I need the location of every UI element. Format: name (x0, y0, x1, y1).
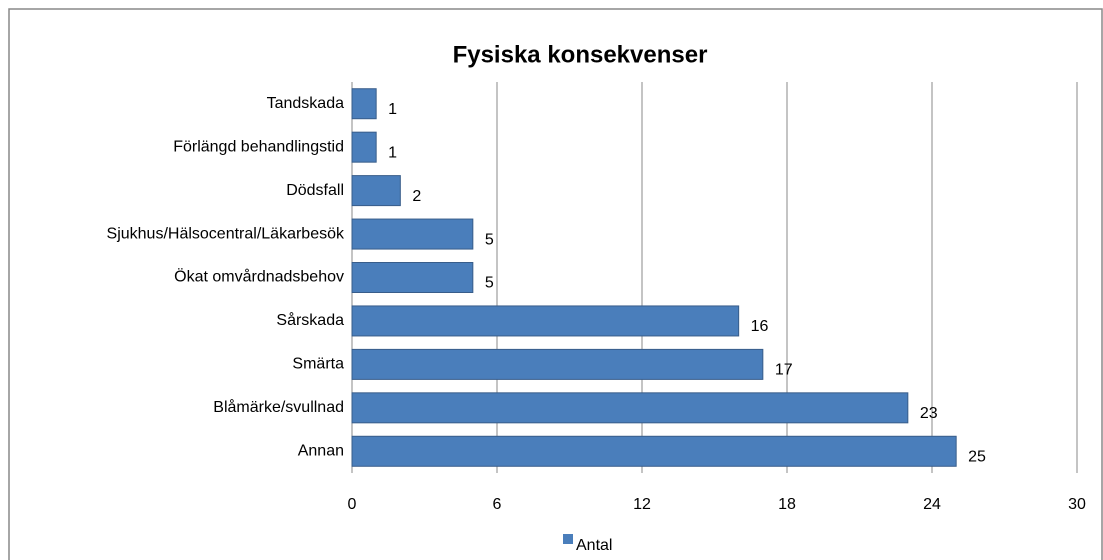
legend-label: Antal (576, 537, 612, 554)
bar (351, 175, 401, 207)
legend-swatch (563, 534, 573, 544)
bar (351, 131, 377, 163)
data-label: 2 (412, 188, 421, 205)
y-tick-label: Sjukhus/Hälsocentral/Läkarbesök (107, 225, 345, 242)
y-tick-label: Smärta (292, 356, 344, 373)
y-tick-label: Förlängd behandlingstid (173, 138, 344, 155)
bar (351, 348, 764, 380)
x-tick-label: 6 (493, 496, 502, 513)
data-label: 5 (485, 275, 494, 292)
data-label: 1 (388, 101, 397, 118)
bar (351, 88, 377, 120)
x-tick-label: 30 (1068, 496, 1086, 513)
bar (351, 392, 909, 424)
y-tick-label: Sårskada (276, 311, 344, 329)
x-tick-label: 12 (633, 496, 651, 513)
bar (351, 218, 474, 250)
y-tick-label: Dödsfall (286, 182, 344, 199)
data-label: 5 (485, 231, 494, 248)
data-label: 23 (920, 405, 938, 422)
y-tick-label: Tandskada (267, 95, 344, 112)
data-label: 25 (968, 448, 986, 465)
bar (351, 435, 957, 467)
chart-frame (8, 8, 1103, 560)
bar (351, 305, 740, 337)
data-label: 16 (751, 318, 769, 335)
y-tick-label: Annan (298, 442, 344, 459)
bar (351, 262, 474, 293)
y-tick-label: Ökat omvårdnadsbehov (174, 268, 344, 286)
data-label: 1 (388, 144, 397, 161)
chart-title: Fysiska konsekvenser (453, 41, 708, 68)
x-tick-label: 0 (348, 496, 357, 513)
x-tick-label: 18 (778, 496, 796, 513)
data-label: 17 (775, 362, 793, 379)
x-tick-label: 24 (923, 496, 941, 513)
y-tick-label: Blåmärke/svullnad (213, 398, 344, 416)
